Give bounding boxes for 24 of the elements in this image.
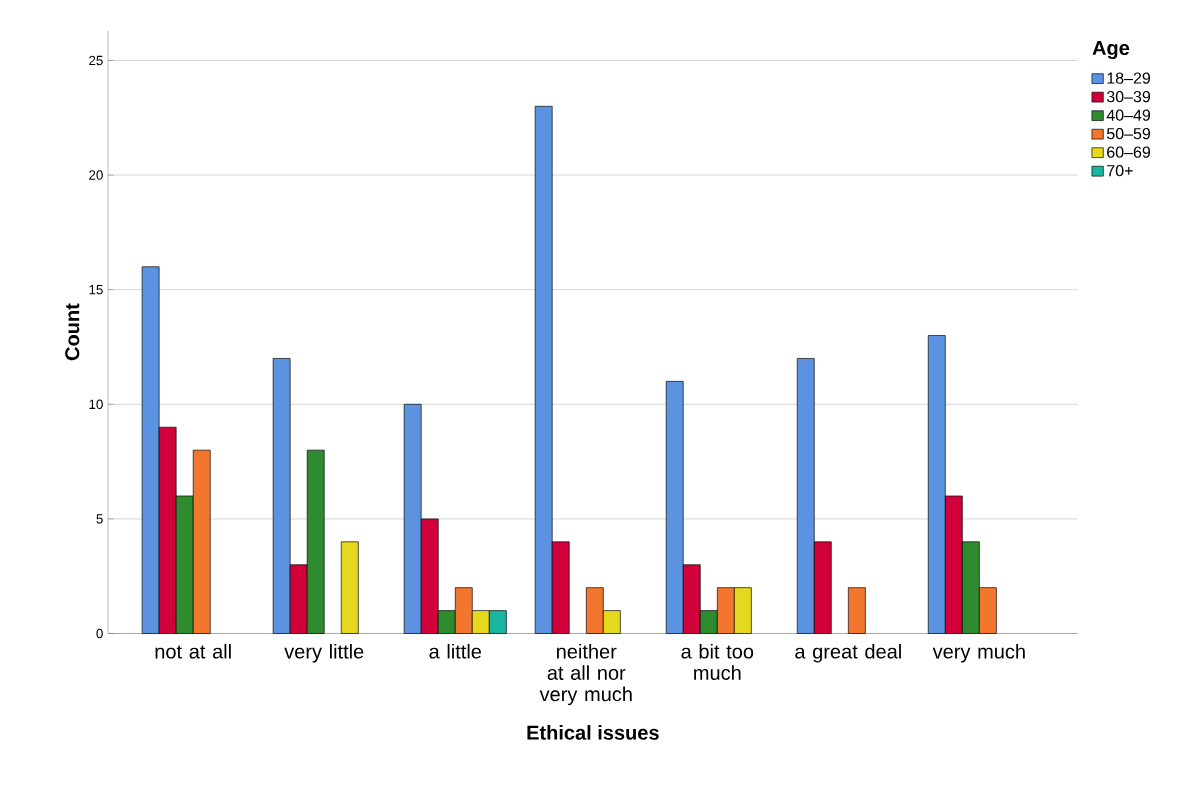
legend-title: Age	[1092, 41, 1130, 60]
x-tick-label: neither at all nor very much	[539, 644, 632, 706]
y-tick-label: 20	[89, 170, 103, 181]
y-tick-label: 10	[89, 399, 103, 410]
y-tick-label: 25	[89, 55, 103, 66]
bar	[848, 587, 866, 635]
y-tick-label: 0	[96, 629, 103, 639]
x-tick-label: not at all	[155, 644, 231, 659]
x-tick-label: a bit too much	[681, 644, 754, 681]
y-tick-label: 5	[96, 514, 103, 524]
x-tick-label: very little	[284, 644, 364, 663]
y-tick-label: 15	[89, 285, 103, 295]
bar	[340, 541, 359, 635]
legend-label: 40–49	[1106, 109, 1151, 121]
y-axis-title: Count	[65, 303, 80, 361]
legend-label: 18–29	[1107, 72, 1151, 84]
x-tick-label: very much	[932, 644, 1025, 663]
legend-label: 50–59	[1106, 128, 1151, 140]
x-tick-label: a little	[429, 644, 482, 659]
legend-label: 70+	[1107, 165, 1133, 177]
x-axis-title: Ethical issues	[527, 725, 659, 740]
legend-label: 60–69	[1107, 146, 1151, 159]
x-tick-label: a great deal	[795, 644, 901, 663]
legend-label: 30–39	[1106, 91, 1151, 103]
